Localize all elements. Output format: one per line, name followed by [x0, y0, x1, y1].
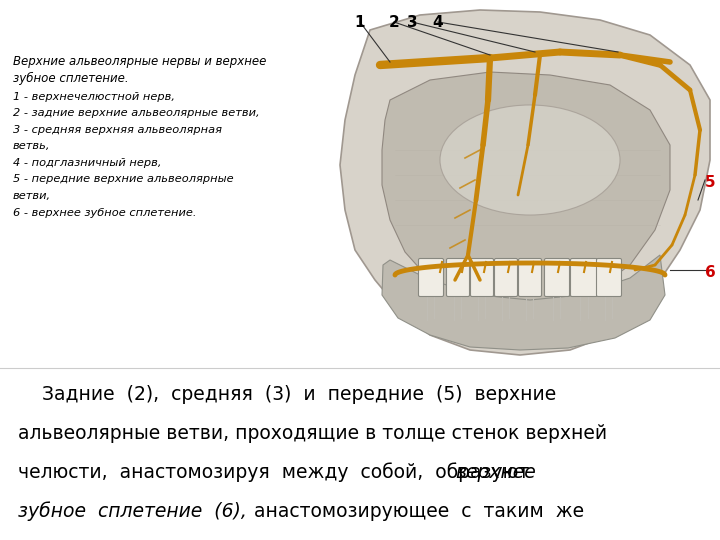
- FancyBboxPatch shape: [518, 259, 541, 296]
- Text: 4: 4: [433, 15, 444, 30]
- Text: ветви,: ветви,: [13, 191, 51, 201]
- FancyBboxPatch shape: [446, 259, 469, 296]
- Text: 3 - средняя верхняя альвеолярная: 3 - средняя верхняя альвеолярная: [13, 125, 222, 135]
- Text: зубное сплетение.: зубное сплетение.: [13, 72, 129, 85]
- Text: челюсти,  анастомозируя  между  собой,  образуют: челюсти, анастомозируя между собой, обра…: [18, 463, 535, 482]
- Text: 1: 1: [355, 15, 365, 30]
- FancyBboxPatch shape: [495, 259, 518, 296]
- Polygon shape: [382, 255, 665, 350]
- FancyBboxPatch shape: [544, 259, 570, 296]
- Text: 1 - верхнечелюстной нерв,: 1 - верхнечелюстной нерв,: [13, 92, 175, 102]
- Text: зубное  сплетение  (6),: зубное сплетение (6),: [18, 502, 247, 521]
- Text: 6: 6: [705, 265, 716, 280]
- Text: Задние  (2),  средняя  (3)  и  передние  (5)  верхние: Задние (2), средняя (3) и передние (5) в…: [18, 385, 557, 404]
- Text: 2 - задние верхние альвеолярные ветви,: 2 - задние верхние альвеолярные ветви,: [13, 109, 260, 118]
- FancyBboxPatch shape: [596, 259, 621, 296]
- Text: Верхние альвеолярные нервы и верхнее: Верхние альвеолярные нервы и верхнее: [13, 55, 266, 68]
- Text: 4 - подглазничный нерв,: 4 - подглазничный нерв,: [13, 158, 161, 168]
- Text: верхнее: верхнее: [455, 463, 536, 482]
- Polygon shape: [340, 10, 710, 355]
- Text: альвеолярные ветви, проходящие в толще стенок верхней: альвеолярные ветви, проходящие в толще с…: [18, 424, 607, 443]
- FancyBboxPatch shape: [418, 259, 444, 296]
- Polygon shape: [382, 72, 670, 308]
- FancyBboxPatch shape: [470, 259, 493, 296]
- Text: 3: 3: [407, 15, 418, 30]
- Ellipse shape: [440, 105, 620, 215]
- Text: 5 - передние верхние альвеолярные: 5 - передние верхние альвеолярные: [13, 174, 233, 185]
- Text: 2: 2: [389, 15, 400, 30]
- Text: ветвь,: ветвь,: [13, 141, 50, 152]
- Text: 6 - верхнее зубное сплетение.: 6 - верхнее зубное сплетение.: [13, 207, 197, 218]
- FancyBboxPatch shape: [570, 259, 598, 296]
- Text: 5: 5: [705, 175, 715, 190]
- Text: анастомозирующее  с  таким  же: анастомозирующее с таким же: [248, 502, 584, 521]
